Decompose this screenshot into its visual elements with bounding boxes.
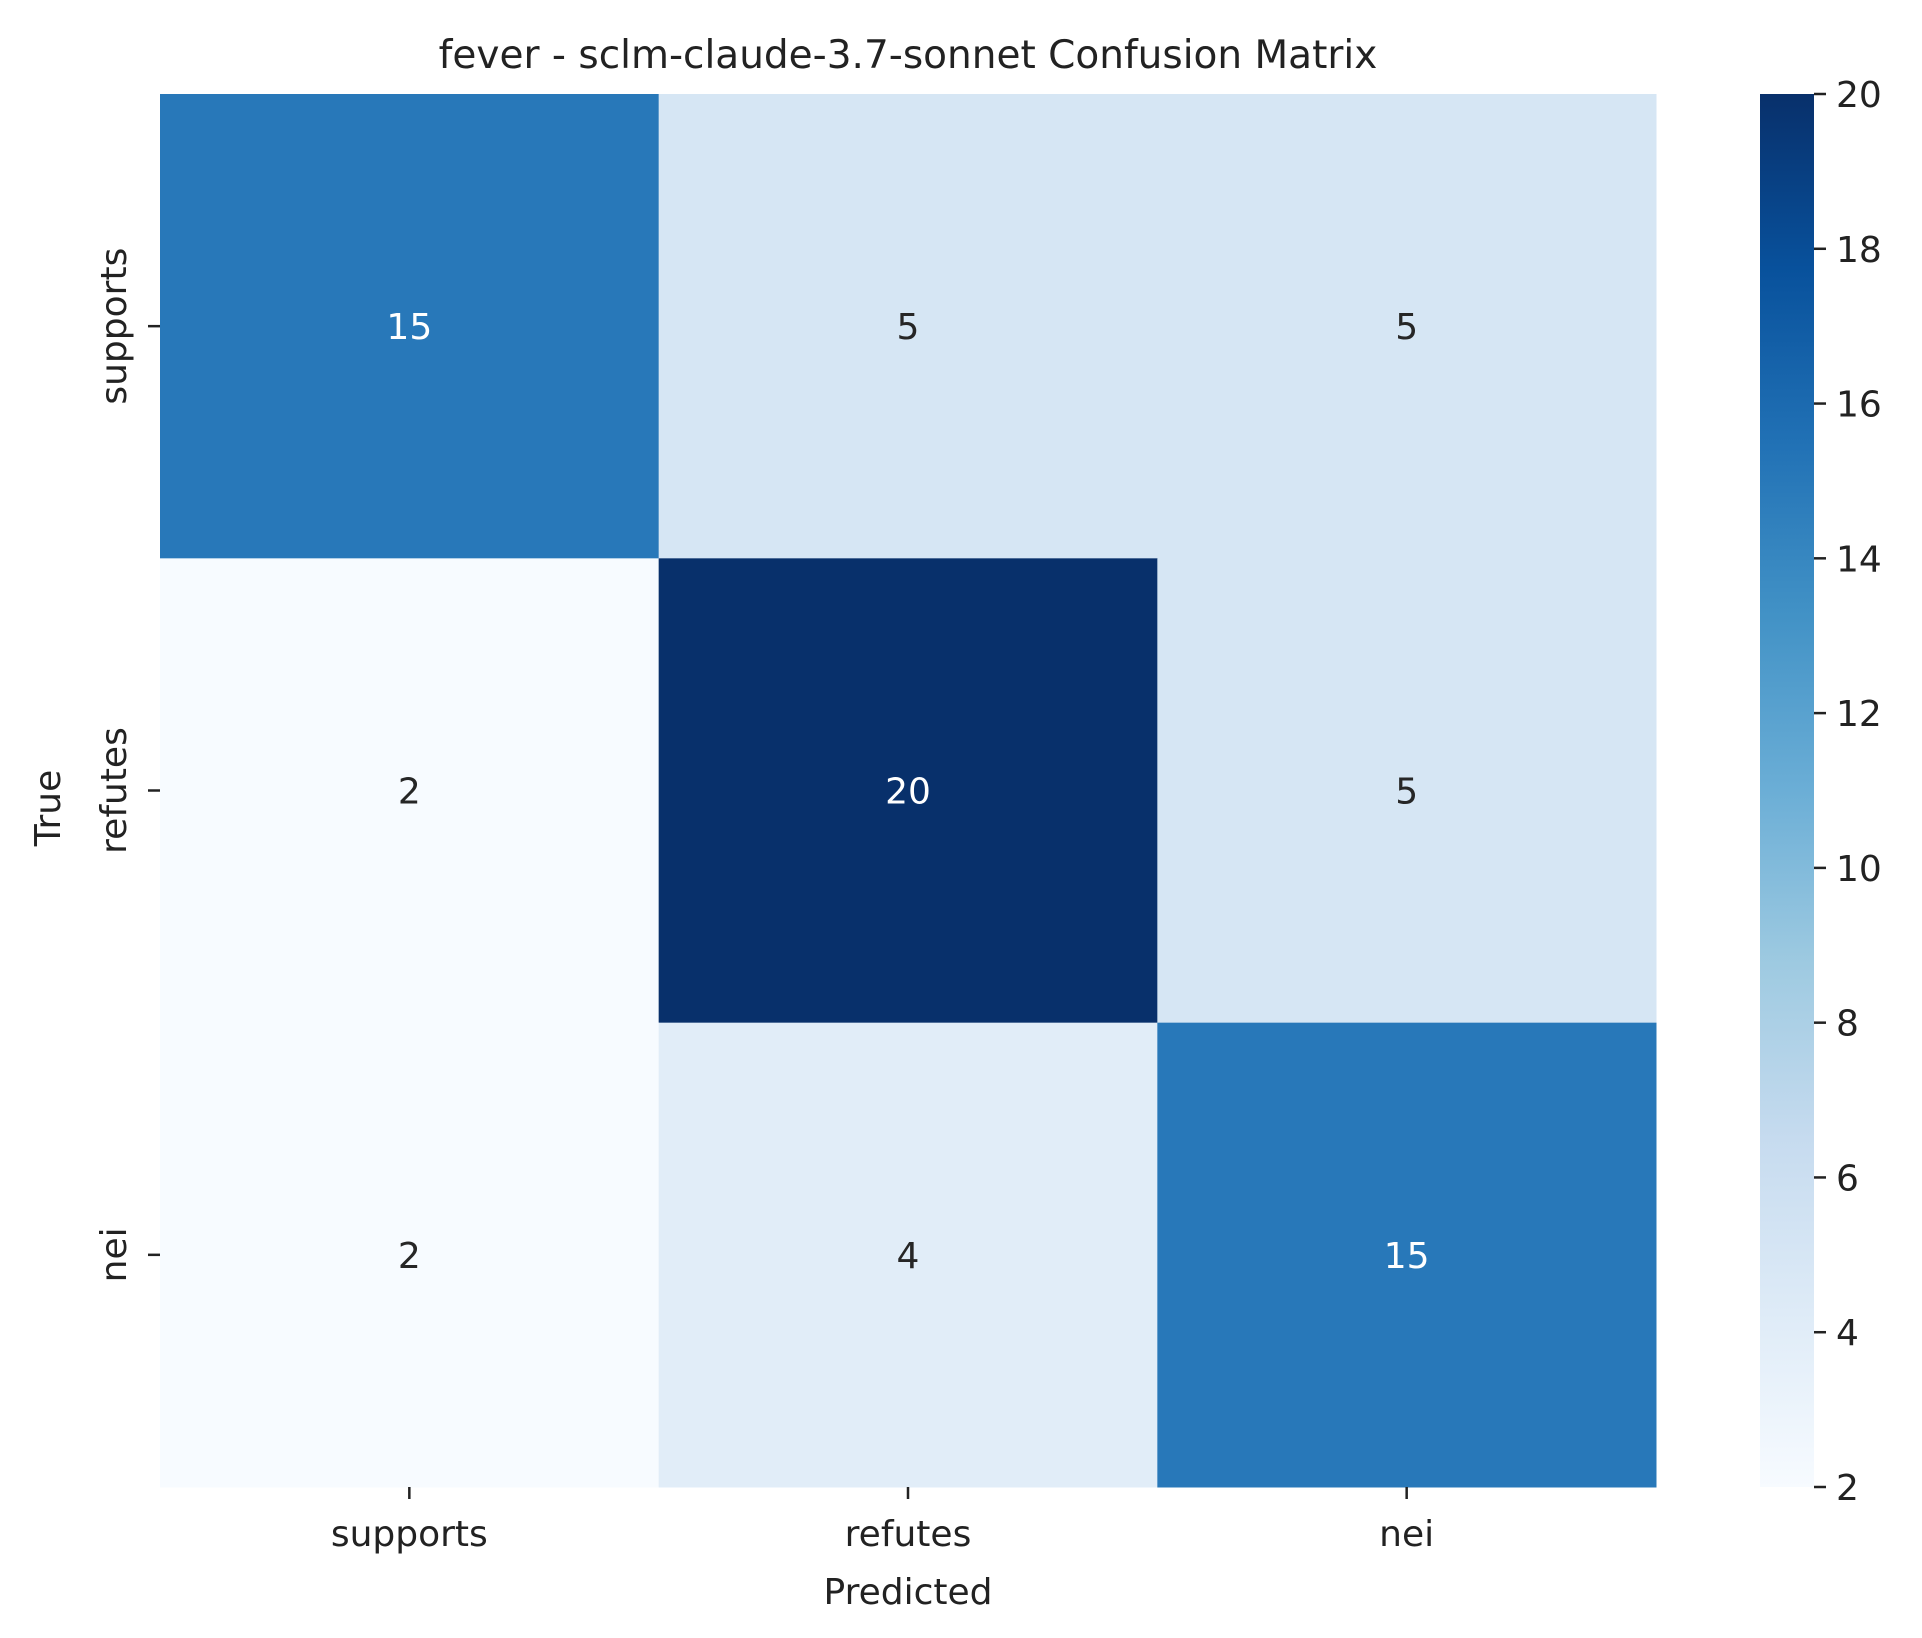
- chart-title: fever - sclm-claude-3.7-sonnet Confusion…: [439, 33, 1378, 78]
- colorbar-tick-label: 6: [1836, 1158, 1859, 1199]
- cell-annotation: 5: [1395, 772, 1418, 813]
- colorbar-tick-label: 16: [1836, 385, 1882, 426]
- heatmap-cell: [1157, 94, 1657, 559]
- cell-annotation: 5: [1395, 307, 1418, 348]
- heatmap-cell: [160, 94, 660, 559]
- heatmap-cell: [658, 94, 1158, 559]
- cell-annotation: 20: [885, 772, 931, 813]
- cell-annotation: 2: [398, 1236, 421, 1277]
- x-axis-ticks: supports refutes nei: [331, 1487, 1434, 1555]
- y-axis-ticks: supports refutes nei: [94, 248, 160, 1282]
- colorbar-tick-label: 4: [1836, 1313, 1859, 1354]
- cell-annotation: 5: [897, 307, 920, 348]
- colorbar-tick-label: 10: [1836, 849, 1882, 890]
- heatmap-cell: [1157, 1022, 1657, 1488]
- y-axis-label: True: [28, 770, 69, 847]
- x-axis-label: Predicted: [824, 1572, 993, 1613]
- colorbar-tick-label: 14: [1836, 539, 1882, 580]
- heatmap-cells: [160, 94, 1657, 1488]
- colorbar-tick-label: 20: [1836, 75, 1882, 116]
- cell-annotation: 15: [386, 307, 432, 348]
- heatmap-cell: [160, 558, 660, 1024]
- colorbar-tick-label: 2: [1836, 1468, 1859, 1509]
- colorbar-tick-label: 8: [1836, 1004, 1859, 1045]
- cell-annotation: 2: [398, 772, 421, 813]
- colorbar-tick-label: 12: [1836, 694, 1882, 735]
- y-tick-label: supports: [94, 248, 135, 405]
- cell-annotation: 4: [897, 1236, 920, 1277]
- heatmap-cell: [160, 1022, 660, 1488]
- heatmap-cell: [658, 1022, 1158, 1488]
- colorbar-tick-label: 18: [1836, 230, 1882, 271]
- x-tick-label: supports: [331, 1514, 488, 1555]
- colorbar-ticks: 2 4 6 8 10 12 14 16 18 20: [1814, 75, 1882, 1509]
- colorbar: [1760, 94, 1814, 1487]
- x-tick-label: nei: [1379, 1514, 1434, 1555]
- cell-annotation: 15: [1384, 1236, 1430, 1277]
- heatmap-annotations: 15 5 5 2 20 5 2 4 15: [386, 307, 1429, 1277]
- x-tick-label: refutes: [845, 1514, 972, 1555]
- y-tick-label: refutes: [94, 727, 135, 854]
- heatmap-cell: [658, 558, 1158, 1024]
- heatmap-cell: [1157, 558, 1657, 1024]
- y-tick-label: nei: [94, 1227, 135, 1282]
